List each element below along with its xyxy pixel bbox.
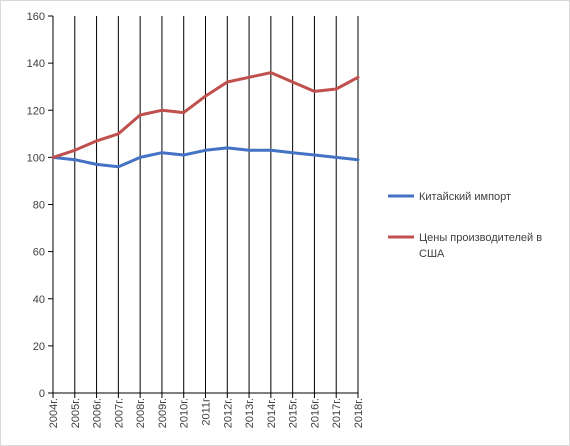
y-tick-label: 140 [27, 58, 45, 70]
x-tick-label: 2016г. [309, 398, 321, 428]
x-tick-label: 2008г. [135, 398, 147, 428]
y-tick-label: 160 [27, 11, 45, 23]
y-tick-label: 120 [27, 105, 45, 117]
x-tick-label: 2005г. [70, 398, 82, 428]
x-tick-label: 2012г. [222, 398, 234, 428]
x-tick-label: 2018г. [353, 398, 365, 428]
x-tick-label: 2014г. [266, 398, 278, 428]
x-tick-label: 2015г. [288, 398, 300, 428]
legend: Китайский импорт Цены производителей в США [388, 191, 542, 260]
x-tick-label: 2007г. [113, 398, 125, 428]
y-tick-label: 100 [27, 152, 45, 164]
x-tick-label: 2009г. [157, 398, 169, 428]
x-tick-label: 2010г. [179, 398, 191, 428]
y-tick-label: 20 [33, 341, 45, 353]
series-line-1 [51, 146, 360, 169]
grid-lines [74, 16, 359, 393]
y-tick-label: 80 [33, 200, 45, 212]
x-tick-label: 2017г. [331, 398, 343, 428]
x-tick-label: 2006г. [92, 398, 104, 428]
legend-label-2: США [419, 248, 445, 260]
axes [48, 15, 359, 398]
legend-label-2: Цены производителей в [419, 232, 542, 244]
y-tick-label: 0 [39, 388, 45, 400]
y-tick-label: 60 [33, 247, 45, 259]
x-tick-label: 2013г. [244, 398, 256, 428]
y-tick-label: 40 [33, 294, 45, 306]
x-axis-tick-labels: 2004г. 2005г. 2006г. 2007г. 2008г. 2009г. 2010… [48, 398, 365, 428]
series-lines [51, 71, 360, 169]
series-line-2 [51, 71, 360, 159]
y-axis-tick-labels: 0 20 40 60 80 100 120 140 160 [27, 11, 45, 400]
x-tick-label: 2011г [201, 398, 213, 426]
legend-label-1: Китайский импорт [419, 191, 511, 203]
x-tick-label: 2004г. [48, 398, 60, 428]
